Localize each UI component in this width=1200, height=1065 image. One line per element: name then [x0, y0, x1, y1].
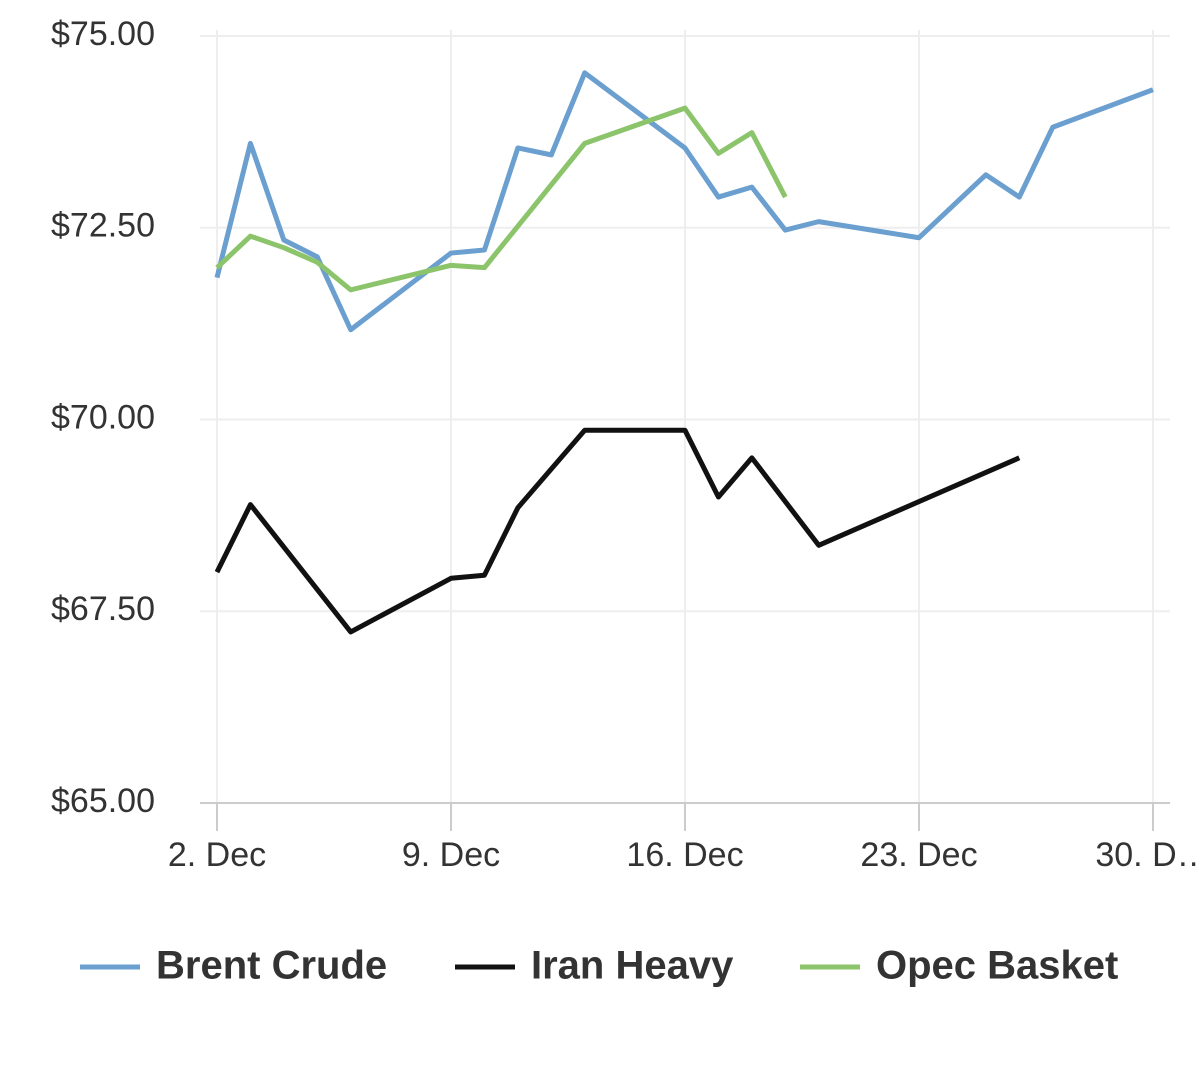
y-tick-label: $75.00 — [51, 15, 155, 53]
x-tick-label: 2. Dec — [168, 836, 266, 874]
x-tick-label: 9. Dec — [402, 836, 500, 874]
series-line — [215, 105, 788, 293]
y-tick-label: $70.00 — [51, 398, 155, 436]
legend-label: Iran Heavy — [531, 944, 734, 988]
series-line — [214, 427, 1021, 635]
legend-label: Opec Basket — [876, 944, 1118, 988]
x-tick-label: 30. D… — [1095, 836, 1200, 874]
x-tick-label: 23. Dec — [860, 836, 977, 874]
y-tick-label: $72.50 — [51, 207, 155, 245]
y-tick-label: $65.00 — [51, 782, 155, 820]
legend-label: Brent Crude — [156, 944, 387, 988]
x-tick-label: 16. Dec — [626, 836, 743, 874]
y-tick-label: $67.50 — [51, 590, 155, 628]
